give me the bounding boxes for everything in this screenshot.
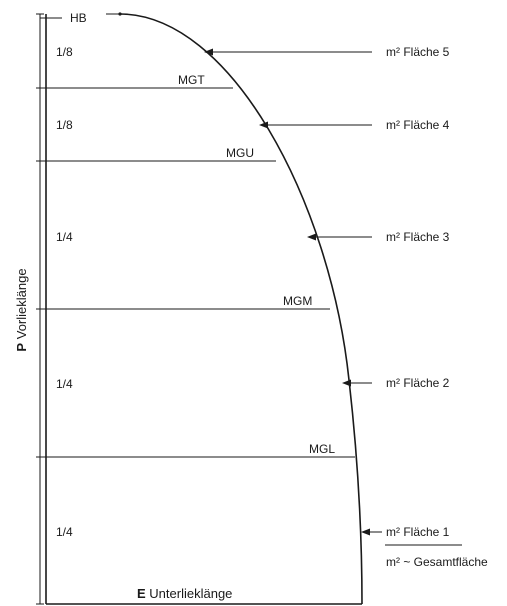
- girth-label-mgt: MGT: [178, 73, 205, 87]
- girth-label-mgu: MGU: [226, 146, 254, 160]
- area-label-4: m² Fläche 4: [386, 118, 450, 132]
- area-arrows: [204, 49, 382, 536]
- foot-symbol: E: [137, 586, 146, 601]
- section-fraction-4: 1/4: [56, 377, 73, 391]
- foot-name: Unterlieklänge: [149, 586, 232, 601]
- section-fraction-2: 1/8: [56, 118, 73, 132]
- section-fraction-5: 1/4: [56, 525, 73, 539]
- area-arrow-2-head: [342, 380, 351, 387]
- girth-label-mgm: MGM: [283, 294, 312, 308]
- luff-length-label: P Vorlieklänge: [14, 268, 29, 351]
- section-fraction-1: 1/8: [56, 45, 73, 59]
- area-arrow-3-head: [307, 234, 316, 241]
- luff-symbol: P: [14, 343, 29, 352]
- luff-name: Vorlieklänge: [14, 268, 29, 339]
- area-label-5: m² Fläche 5: [386, 45, 450, 59]
- head-point: [118, 12, 121, 15]
- head-label: HB: [70, 11, 87, 25]
- area-label-3: m² Fläche 3: [386, 230, 450, 244]
- section-fraction-3: 1/4: [56, 230, 73, 244]
- area-label-1: m² Fläche 1: [386, 525, 450, 539]
- foot-length-label: E Unterlieklänge: [137, 586, 232, 601]
- area-label-2: m² Fläche 2: [386, 376, 450, 390]
- girth-label-mgl: MGL: [309, 442, 335, 456]
- area-arrow-1-head: [361, 529, 370, 536]
- total-area-label: m² ~ Gesamtfläche: [386, 555, 488, 569]
